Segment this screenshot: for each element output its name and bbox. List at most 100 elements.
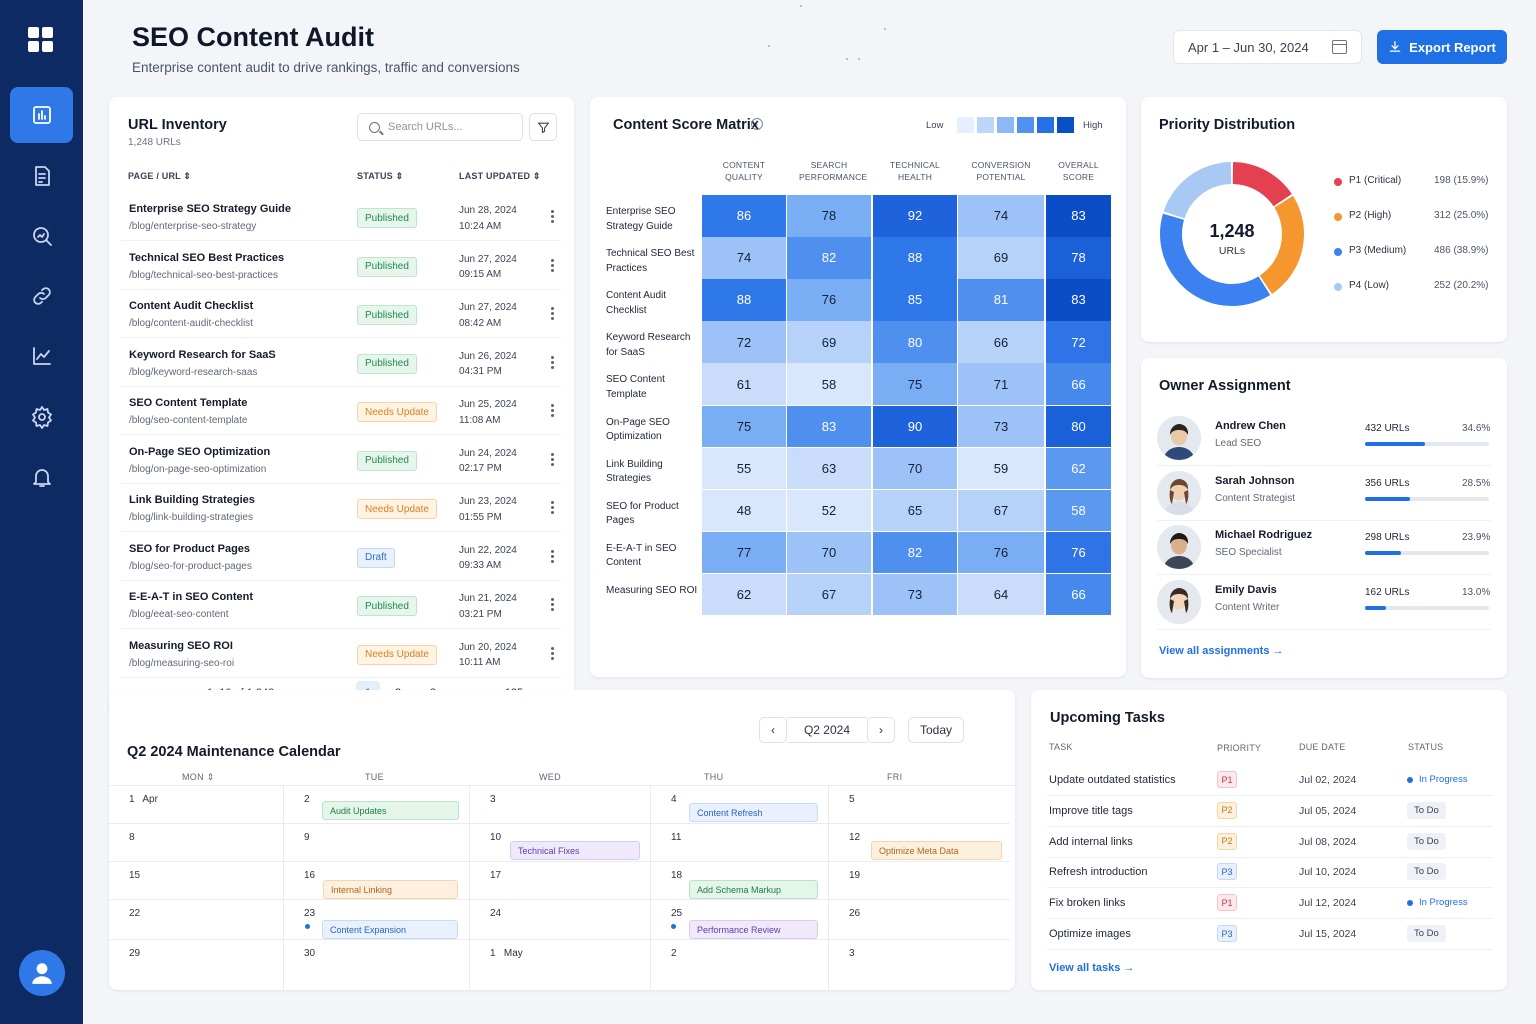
matrix-cell[interactable]: 71 xyxy=(958,363,1044,405)
table-row[interactable]: Keyword Research for SaaS/blog/keyword-r… xyxy=(121,339,561,387)
content-refresh-event[interactable]: Content Refresh xyxy=(689,803,818,822)
task-row[interactable]: Improve title tags P2 Jul 05, 2024 To Do xyxy=(1047,796,1493,827)
matrix-cell[interactable]: 77 xyxy=(702,531,786,574)
matrix-cell[interactable]: 76 xyxy=(787,279,871,321)
matrix-cell[interactable]: 67 xyxy=(787,573,871,616)
matrix-cell[interactable]: 72 xyxy=(702,321,786,363)
matrix-cell[interactable]: 66 xyxy=(1046,573,1111,616)
matrix-cell[interactable]: 82 xyxy=(873,531,957,574)
table-row[interactable]: Link Building Strategies/blog/link-build… xyxy=(121,484,561,532)
matrix-cell[interactable]: 70 xyxy=(787,531,871,574)
export-report-button[interactable]: Export Report xyxy=(1377,30,1507,64)
matrix-cell[interactable]: 81 xyxy=(958,279,1044,321)
view-all-assignments-link[interactable]: View all assignments → xyxy=(1159,645,1284,657)
calendar-day-cell[interactable]: 29 xyxy=(109,940,284,990)
audit-updates-event[interactable]: Audit Updates xyxy=(322,801,459,820)
donut-slice-p1[interactable] xyxy=(1232,162,1292,207)
user-avatar-icon[interactable] xyxy=(19,950,65,996)
matrix-cell[interactable]: 72 xyxy=(1046,321,1111,363)
date-range-picker[interactable]: Apr 1 – Jun 30, 2024 xyxy=(1173,30,1362,64)
matrix-cell[interactable]: 78 xyxy=(1046,237,1111,279)
column-header-updated[interactable]: LAST UPDATED ⇕ xyxy=(459,171,541,181)
optimize-meta-data-event[interactable]: Optimize Meta Data xyxy=(871,841,1002,860)
view-all-tasks-link[interactable]: View all tasks → xyxy=(1049,962,1135,974)
calendar-day-cell[interactable]: 16 xyxy=(284,862,470,900)
more-options-icon[interactable] xyxy=(551,307,554,320)
filter-button[interactable] xyxy=(529,113,557,141)
table-row[interactable]: Content Audit Checklist/blog/content-aud… xyxy=(121,290,561,338)
matrix-cell[interactable]: 83 xyxy=(787,405,871,447)
task-row[interactable]: Update outdated statistics P1 Jul 02, 2024… xyxy=(1047,765,1493,796)
table-row[interactable]: SEO Content Template/blog/seo-content-te… xyxy=(121,387,561,435)
url-name[interactable]: SEO for Product Pages xyxy=(129,542,251,555)
table-row[interactable]: E-E-A-T in SEO Content/blog/eeat-seo-con… xyxy=(121,581,561,629)
url-name[interactable]: Enterprise SEO Strategy Guide xyxy=(129,203,291,215)
info-icon[interactable]: i xyxy=(751,118,763,130)
more-options-icon[interactable] xyxy=(551,452,554,466)
calendar-day-cell[interactable]: 17 xyxy=(470,862,651,900)
calendar-day-cell[interactable]: 11 xyxy=(651,824,829,862)
task-row[interactable]: Optimize images P3 Jul 15, 2024 To Do xyxy=(1047,919,1493,950)
matrix-cell[interactable]: 65 xyxy=(873,489,957,532)
owner-row[interactable]: Andrew Chen Lead SEO 432 URLs 34.6% xyxy=(1157,412,1491,466)
matrix-cell[interactable]: 75 xyxy=(873,363,957,405)
matrix-cell[interactable]: 58 xyxy=(1046,489,1111,532)
more-options-icon[interactable] xyxy=(551,355,554,369)
more-options-icon[interactable] xyxy=(551,210,554,223)
calendar-day-cell[interactable]: 4 xyxy=(651,786,829,824)
calendar-day-cell[interactable]: 19 xyxy=(829,862,1010,900)
search-input[interactable]: Search URLs... xyxy=(357,113,523,141)
calendar-day-cell[interactable]: 12 xyxy=(829,824,1010,862)
matrix-cell[interactable]: 69 xyxy=(958,237,1044,279)
internal-linking-event[interactable]: Internal Linking xyxy=(323,880,458,899)
matrix-cell[interactable]: 55 xyxy=(702,447,786,490)
task-row[interactable]: Refresh introduction P3 Jul 10, 2024 To Do xyxy=(1047,857,1493,889)
matrix-cell[interactable]: 83 xyxy=(1046,279,1111,321)
matrix-cell[interactable]: 88 xyxy=(873,237,957,279)
matrix-cell[interactable]: 52 xyxy=(787,489,871,532)
matrix-cell[interactable]: 66 xyxy=(1046,363,1111,405)
calendar-day-cell[interactable]: 3 xyxy=(470,786,651,824)
next-quarter-button[interactable]: › xyxy=(867,717,895,743)
matrix-cell[interactable]: 74 xyxy=(958,195,1044,237)
calendar-day-cell[interactable]: 9 xyxy=(284,824,470,862)
matrix-cell[interactable]: 76 xyxy=(1046,531,1111,574)
matrix-cell[interactable]: 48 xyxy=(702,489,786,532)
url-name[interactable]: Measuring SEO ROI xyxy=(129,639,233,652)
performance-review-event[interactable]: Performance Review xyxy=(689,920,818,939)
content-expansion-event[interactable]: Content Expansion xyxy=(322,920,458,939)
owner-row[interactable]: Sarah Johnson Content Strategist 356 URLs 2… xyxy=(1157,467,1491,521)
calendar-day-cell[interactable]: 2 xyxy=(284,786,470,824)
calendar-day-cell[interactable]: 22 xyxy=(109,900,284,940)
technical-fixes-event[interactable]: Technical Fixes xyxy=(510,841,640,860)
task-row[interactable]: Fix broken links P1 Jul 12, 2024 In Progres… xyxy=(1047,888,1493,920)
sidebar-item-analytics[interactable] xyxy=(10,328,73,384)
sidebar-item-keywords[interactable] xyxy=(10,208,73,264)
donut-slice-p4[interactable] xyxy=(1163,162,1232,219)
matrix-cell[interactable]: 63 xyxy=(787,447,871,490)
matrix-cell[interactable]: 88 xyxy=(702,279,786,321)
sidebar-item-notifications[interactable] xyxy=(10,449,73,505)
donut-slice-p3[interactable] xyxy=(1160,213,1271,306)
table-row[interactable]: SEO for Product Pages/blog/seo-for-produ… xyxy=(121,533,561,581)
calendar-day-cell[interactable]: 8 xyxy=(109,824,284,862)
matrix-cell[interactable]: 90 xyxy=(873,405,957,447)
matrix-cell[interactable]: 86 xyxy=(702,195,786,237)
table-row[interactable]: Enterprise SEO Strategy Guide/blog/enter… xyxy=(121,193,561,241)
matrix-cell[interactable]: 82 xyxy=(787,237,871,279)
owner-row[interactable]: Michael Rodriguez SEO Specialist 298 URLs 2… xyxy=(1157,521,1491,575)
calendar-day-cell[interactable]: 30 xyxy=(284,940,470,990)
url-name[interactable]: On-Page SEO Optimization xyxy=(129,445,271,458)
column-header-status[interactable]: STATUS ⇕ xyxy=(357,171,404,181)
matrix-cell[interactable]: 64 xyxy=(958,573,1044,616)
url-name[interactable]: Content Audit Checklist xyxy=(129,300,254,312)
more-options-icon[interactable] xyxy=(551,404,554,417)
more-options-icon[interactable] xyxy=(551,258,554,272)
more-options-icon[interactable] xyxy=(551,501,554,514)
matrix-cell[interactable]: 92 xyxy=(873,195,957,237)
matrix-cell[interactable]: 62 xyxy=(702,573,786,616)
calendar-day-cell[interactable]: 2 xyxy=(651,940,829,990)
matrix-cell[interactable]: 73 xyxy=(873,573,957,616)
calendar-day-header[interactable]: MON ⇕ xyxy=(182,772,215,783)
matrix-cell[interactable]: 80 xyxy=(873,321,957,363)
